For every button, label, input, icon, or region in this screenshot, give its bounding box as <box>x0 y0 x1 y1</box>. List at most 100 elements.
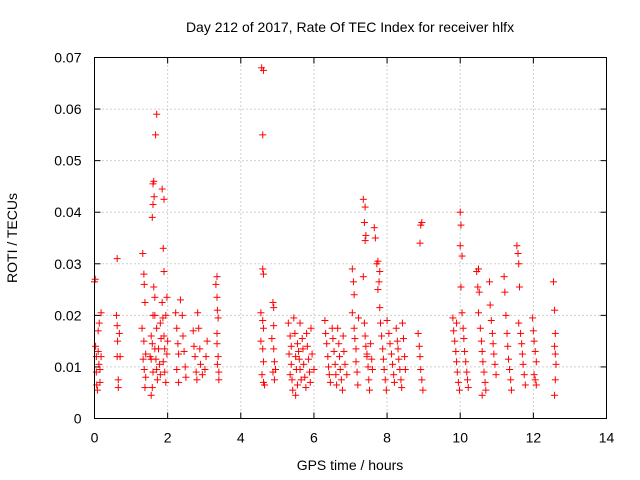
data-point <box>201 366 209 374</box>
data-point <box>302 384 310 392</box>
data-point <box>502 311 510 319</box>
data-point <box>454 378 462 386</box>
data-point <box>270 304 278 312</box>
data-point <box>398 384 406 392</box>
data-point <box>456 208 464 216</box>
data-point <box>478 347 486 355</box>
data-point <box>482 386 490 394</box>
data-point <box>259 317 267 325</box>
data-point <box>501 288 509 296</box>
y-axis-ticks: 0 0.01 0.02 0.03 0.04 0.05 0.06 0.07 <box>54 50 607 427</box>
data-point <box>503 329 511 337</box>
data-point <box>379 355 387 363</box>
data-point <box>329 335 337 343</box>
data-point <box>481 378 489 386</box>
data-point <box>287 360 295 368</box>
data-point <box>385 329 393 337</box>
data-point <box>476 324 484 332</box>
data-point <box>142 373 150 381</box>
x-tick-label: 4 <box>237 430 245 446</box>
data-point <box>142 350 150 358</box>
data-point <box>259 345 267 353</box>
data-point <box>150 193 158 201</box>
data-point <box>299 345 307 353</box>
data-point <box>394 345 402 353</box>
data-point <box>190 342 198 350</box>
data-point <box>376 304 384 312</box>
data-point <box>161 368 169 376</box>
data-points <box>91 64 560 399</box>
data-point <box>475 288 483 296</box>
data-point <box>325 363 333 371</box>
data-point <box>193 376 201 384</box>
data-point <box>203 337 211 345</box>
data-point <box>392 324 400 332</box>
data-point <box>293 340 301 348</box>
data-point <box>140 337 148 345</box>
data-point <box>270 345 278 353</box>
data-point <box>507 376 515 384</box>
data-point <box>114 384 122 392</box>
data-point <box>175 378 183 386</box>
data-point <box>375 278 383 286</box>
data-point <box>189 327 197 335</box>
data-point <box>270 322 278 330</box>
data-point <box>285 350 293 358</box>
data-point <box>259 358 267 366</box>
data-point <box>360 219 368 227</box>
data-point <box>147 391 155 399</box>
data-point <box>486 301 494 309</box>
data-point <box>286 332 294 340</box>
data-point <box>352 358 360 366</box>
data-point <box>259 265 267 273</box>
data-point <box>376 268 384 276</box>
data-point <box>335 340 343 348</box>
data-point <box>390 371 398 379</box>
data-point <box>452 347 460 355</box>
data-point <box>153 324 161 332</box>
data-point <box>397 376 405 384</box>
data-point <box>332 371 340 379</box>
y-tick-label: 0.07 <box>54 50 81 66</box>
data-point <box>460 335 468 343</box>
data-point <box>214 314 222 322</box>
data-point <box>458 309 466 317</box>
data-point <box>464 384 472 392</box>
data-point <box>551 350 559 358</box>
data-point <box>150 177 158 185</box>
data-point <box>156 319 164 327</box>
data-point <box>453 319 461 327</box>
data-point <box>515 260 523 268</box>
data-point <box>307 324 315 332</box>
data-point <box>153 110 161 118</box>
data-point <box>506 366 514 374</box>
data-point <box>336 366 344 374</box>
data-point <box>161 345 169 353</box>
data-point <box>323 340 331 348</box>
data-point <box>417 366 425 374</box>
data-point <box>148 213 156 221</box>
data-point <box>179 332 187 340</box>
data-point <box>339 332 347 340</box>
data-point <box>532 381 540 389</box>
data-point <box>520 371 528 379</box>
data-point <box>350 324 358 332</box>
data-point <box>449 314 457 322</box>
data-point <box>374 286 382 294</box>
data-point <box>531 376 539 384</box>
data-point <box>331 360 339 368</box>
data-point <box>529 327 537 335</box>
data-point <box>352 345 360 353</box>
plot-frame <box>94 57 607 419</box>
data-point <box>529 314 537 322</box>
data-point <box>390 378 398 386</box>
data-point <box>152 355 160 363</box>
y-axis-label: ROTI / TECUs <box>4 193 20 283</box>
data-point <box>363 350 371 358</box>
data-point <box>150 283 158 291</box>
y-tick-label: 0 <box>74 411 82 427</box>
data-point <box>160 332 168 340</box>
data-point <box>296 366 304 374</box>
grid <box>94 57 607 419</box>
